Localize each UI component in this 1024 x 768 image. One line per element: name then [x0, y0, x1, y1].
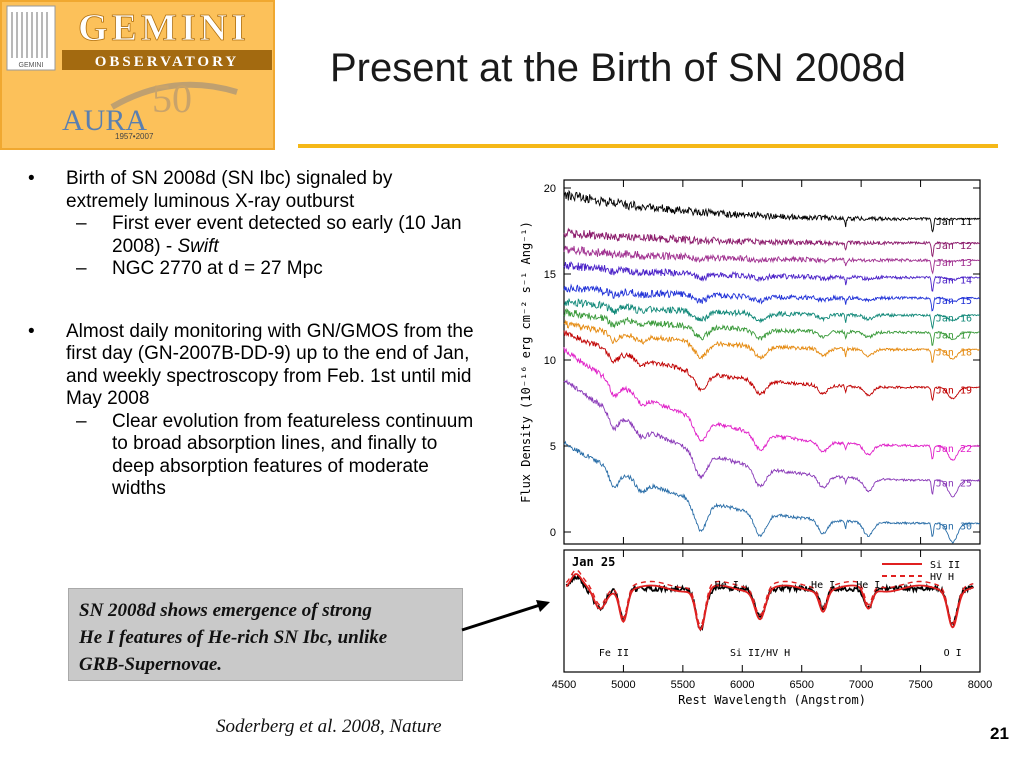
gemini-mark-text: GEMINI: [19, 62, 44, 69]
spectrum-line: [563, 189, 980, 233]
bullet-text: Birth of SN 2008d (SN Ibc) signaled by e…: [66, 168, 393, 212]
x-tick-label: 6000: [730, 679, 754, 691]
logo-years: 1957•2007: [115, 132, 154, 141]
slide-title: Present at the Birth of SN 2008d: [330, 46, 906, 90]
y-tick-label: 5: [550, 441, 556, 453]
bullet-dot: •: [28, 168, 35, 189]
page-number: 21: [990, 724, 1009, 743]
x-tick-label: 5000: [611, 679, 635, 691]
x-tick-label: 7500: [908, 679, 932, 691]
spectrum-line: [563, 260, 981, 292]
model-hv-h-line: [565, 569, 974, 627]
bullet-list: • Birth of SN 2008d (SN Ibc) signaled by…: [28, 168, 478, 501]
y-axis-label: Flux Density (10⁻¹⁶ erg cm⁻² s⁻¹ Ang⁻¹): [519, 221, 533, 503]
callout-box: SN 2008d shows emergence of strong He I …: [68, 588, 463, 681]
series-label: Jan 30: [936, 521, 972, 532]
series-label: Jan 17: [936, 330, 972, 341]
line-annotation: O I: [944, 648, 962, 659]
y-tick-label: 20: [544, 183, 556, 195]
spectrum-line: [563, 440, 981, 544]
series-label: Jan 19: [936, 386, 972, 397]
x-tick-label: 6500: [789, 679, 813, 691]
callout-line: GRB-Supernovae.: [79, 654, 223, 675]
line-annotation: Si II/HV H: [730, 648, 790, 659]
bullet-item: • Almost daily monitoring with GN/GMOS f…: [28, 321, 478, 411]
line-annotation: He I: [856, 580, 880, 591]
sub-bullet-item: – First ever event detected so early (10…: [28, 213, 478, 258]
gemini-observatory-logo: GEMINI GEMINI OBSERVATORY AURA 50 1957•2…: [0, 0, 275, 150]
sub-bullet-item: – NGC 2770 at d = 27 Mpc: [28, 258, 478, 281]
spectrum-line: [563, 227, 981, 258]
sub-bullet-dash: –: [76, 213, 87, 234]
series-label: Jan 12: [936, 241, 972, 252]
logo-graphic: GEMINI GEMINI OBSERVATORY AURA 50 1957•2…: [6, 5, 272, 141]
x-tick-label: 4500: [552, 679, 576, 691]
series-label: Jan 18: [936, 348, 972, 359]
sub-bullet-dash: –: [76, 410, 87, 432]
spectrum-line: [563, 298, 981, 330]
legend-label: HV H: [930, 572, 954, 583]
series-label: Jan 14: [936, 275, 972, 286]
logo-swoosh: [110, 81, 238, 110]
callout-line: SN 2008d shows emergence of strong: [79, 600, 372, 621]
logo-observatory-text: OBSERVATORY: [95, 54, 239, 70]
sub-bullet-text: First ever event detected so early (10 J…: [112, 213, 462, 257]
sub-bullet-item: – Clear evolution from featureless conti…: [28, 411, 478, 501]
gemini-mark-box: [6, 5, 56, 71]
citation: Soderberg et al. 2008, Nature: [216, 716, 442, 737]
gemini-mark-lines: [11, 12, 48, 58]
x-tick-label: 7000: [849, 679, 873, 691]
callout-arrow: [461, 600, 550, 632]
series-label: Jan 11: [936, 217, 972, 228]
sub-bullet-dash: –: [76, 258, 87, 279]
sub-bullet-italic: Swift: [177, 235, 219, 257]
series-label: Jan 13: [936, 258, 972, 269]
x-tick-label: 8000: [968, 679, 992, 691]
y-tick-label: 0: [550, 527, 556, 539]
top-panel-frame: [563, 179, 981, 545]
title-rule: [298, 144, 998, 148]
y-tick-label: 10: [544, 355, 556, 367]
sub-bullet-text: Clear evolution from featureless continu…: [112, 410, 474, 500]
spectrum-line: [563, 245, 981, 275]
line-annotation: He I: [715, 580, 739, 591]
line-annotation: Fe II: [599, 648, 629, 659]
spectrum-line: [563, 283, 980, 312]
spectrum-line: [563, 347, 981, 461]
logo-aura-text: AURA: [62, 104, 147, 137]
series-label: Jan 15: [936, 296, 972, 307]
x-axis-label: Rest Wavelength (Angstrom): [678, 693, 866, 707]
x-tick-label: 5500: [671, 679, 695, 691]
y-tick-label: 15: [544, 269, 556, 281]
series-label: Jan 16: [936, 313, 972, 324]
bullet-dot: •: [28, 320, 35, 342]
line-annotation: He I: [811, 580, 835, 591]
logo-banner: [62, 50, 272, 70]
legend-label: Si II: [930, 560, 960, 571]
spectrum-line: [563, 379, 981, 498]
callout-line: He I features of He-rich SN Ibc, unlike: [79, 627, 388, 648]
spectra-chart: 0 5 10 15 20 4500 5000 5500 6000 6500 7000 7500 8000…: [519, 179, 992, 707]
spectrum-line: [563, 308, 980, 346]
bullet-text: Almost daily monitoring with GN/GMOS fro…: [66, 320, 474, 410]
series-label: Jan 25: [936, 478, 972, 489]
bottom-panel-frame: [563, 549, 981, 673]
logo-fifty: 50: [152, 76, 192, 121]
observed-spectrum-line: [565, 573, 974, 632]
model-si-ii-line: [565, 573, 974, 631]
spectrum-line: [563, 319, 981, 363]
logo-gemini-text: GEMINI: [78, 7, 250, 49]
spectrum-line: [563, 330, 981, 402]
sub-bullet-text: NGC 2770 at d = 27 Mpc: [112, 258, 323, 279]
bullet-item: • Birth of SN 2008d (SN Ibc) signaled by…: [28, 168, 478, 213]
series-label: Jan 22: [936, 444, 972, 455]
panel-label: Jan 25: [572, 555, 615, 569]
